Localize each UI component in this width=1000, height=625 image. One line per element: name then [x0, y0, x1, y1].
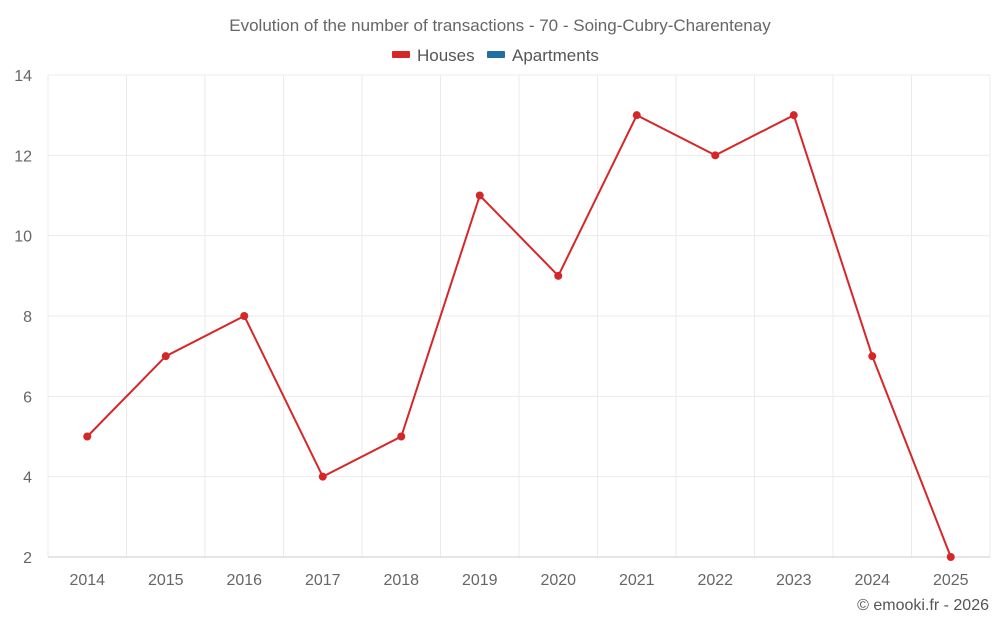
- y-axis-ticks: 2 4 6 8 10 12 14: [14, 68, 32, 567]
- legend-swatch-houses: [392, 51, 410, 58]
- data-point[interactable]: [632, 111, 641, 120]
- data-point[interactable]: [397, 432, 406, 441]
- x-tick-label: 2020: [540, 572, 576, 589]
- grid: [47, 74, 991, 557]
- legend-swatch-apartments: [487, 51, 505, 58]
- y-tick-label: 6: [23, 389, 32, 406]
- y-tick-label: 8: [23, 309, 32, 326]
- data-point[interactable]: [475, 191, 484, 200]
- credit-text: © emooki.fr - 2026: [857, 597, 989, 614]
- x-tick-label: 2015: [148, 572, 184, 589]
- x-tick-label: 2016: [226, 572, 262, 589]
- x-tick-label: 2024: [854, 572, 890, 589]
- x-tick-label: 2017: [305, 572, 341, 589]
- legend-label-houses: Houses: [417, 46, 475, 65]
- x-axis-ticks: 2014 2015 2016 2017 2018 2019 2020 2021 2022 2023…: [69, 572, 968, 589]
- data-point[interactable]: [868, 352, 877, 361]
- data-point[interactable]: [711, 151, 720, 160]
- y-tick-label: 4: [23, 470, 32, 487]
- series-houses: [83, 111, 955, 561]
- data-point[interactable]: [240, 312, 249, 320]
- x-tick-label: 2023: [776, 572, 812, 589]
- y-tick-label: 2: [23, 550, 32, 567]
- data-point[interactable]: [318, 472, 327, 481]
- legend-item-houses[interactable]: Houses: [392, 46, 475, 65]
- data-point[interactable]: [946, 553, 955, 561]
- legend-item-apartments[interactable]: Apartments: [487, 46, 599, 65]
- series-line-houses: [86, 113, 952, 558]
- x-tick-label: 2019: [462, 572, 498, 589]
- data-point[interactable]: [554, 271, 563, 280]
- y-tick-label: 10: [14, 229, 32, 246]
- x-tick-label: 2018: [383, 572, 419, 589]
- x-tick-label: 2022: [697, 572, 733, 589]
- y-tick-label: 12: [14, 148, 32, 165]
- x-tick-label: 2025: [933, 572, 969, 589]
- legend-label-apartments: Apartments: [512, 46, 599, 65]
- data-point[interactable]: [161, 352, 170, 361]
- data-point[interactable]: [83, 432, 92, 441]
- x-tick-label: 2014: [69, 572, 105, 589]
- data-point[interactable]: [789, 111, 798, 120]
- y-tick-label: 14: [14, 68, 32, 85]
- chart-title: Evolution of the number of transactions …: [229, 16, 771, 35]
- legend: Houses Apartments: [392, 46, 599, 65]
- x-tick-label: 2021: [619, 572, 655, 589]
